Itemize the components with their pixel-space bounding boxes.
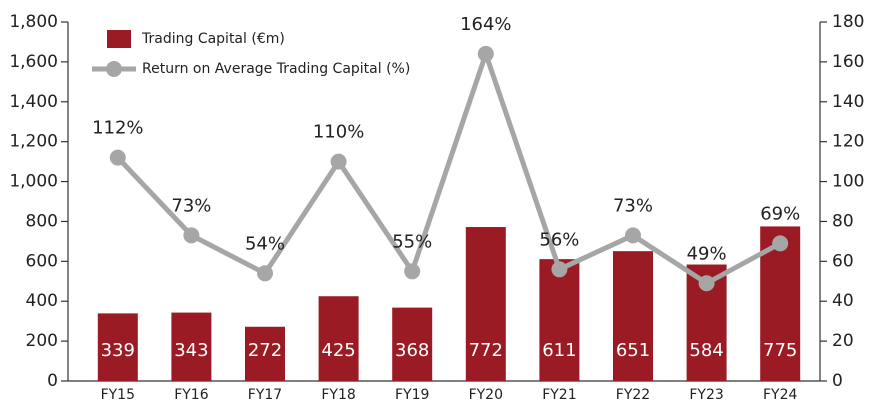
line-marker [330, 153, 347, 170]
line-marker [183, 227, 200, 244]
legend-label: Trading Capital (€m) [141, 31, 285, 47]
bar-label: 339 [101, 340, 135, 361]
y-tick-label: 400 [26, 291, 58, 311]
y2-tick-label: 80 [832, 211, 854, 231]
line-label: 54% [245, 233, 285, 254]
y-tick-label: 1,400 [9, 92, 58, 112]
bar-label: 611 [542, 340, 576, 361]
legend-label: Return on Average Trading Capital (%) [142, 61, 410, 77]
y2-tick-label: 180 [832, 12, 864, 32]
bar-label: 425 [321, 340, 355, 361]
x-tick-label: FY23 [689, 387, 723, 403]
x-tick-label: FY21 [542, 387, 576, 403]
bar-label: 775 [763, 340, 797, 361]
bar-label: 272 [248, 340, 282, 361]
line-marker [404, 263, 421, 280]
line-marker [551, 261, 568, 278]
line [115, 46, 782, 287]
line-marker [109, 149, 126, 166]
x-tick-label: FY18 [321, 387, 355, 403]
y-tick-label: 800 [26, 211, 58, 231]
bar-label: 651 [616, 340, 650, 361]
y-tick-label: 1,800 [9, 12, 58, 32]
legend-swatch [106, 61, 122, 77]
bar [465, 227, 506, 381]
line-label: 73% [613, 195, 653, 216]
line-marker [772, 235, 789, 252]
y2-tick-label: 120 [832, 132, 864, 152]
bar-label: 584 [689, 340, 723, 361]
legend-swatch [107, 30, 131, 48]
bar [613, 251, 653, 381]
y2-tick-label: 140 [832, 92, 864, 112]
bar [318, 296, 359, 381]
line-label: 49% [687, 243, 727, 264]
bar-label: 368 [395, 340, 429, 361]
y-tick-label: 1,600 [9, 52, 58, 72]
y2-tick-label: 160 [832, 52, 864, 72]
bar [97, 313, 138, 381]
bar [392, 307, 433, 381]
line-marker [477, 45, 494, 62]
x-tick-label: FY15 [101, 387, 135, 403]
bar [539, 259, 580, 381]
y2-tick-label: 40 [832, 291, 854, 311]
y-tick-label: 200 [26, 331, 58, 351]
line-marker [257, 265, 273, 282]
line-marker [698, 275, 715, 292]
x-tick-label: FY19 [395, 387, 429, 403]
bar-label: 772 [469, 340, 503, 361]
line-label: 56% [539, 229, 579, 250]
y2-tick-label: 100 [832, 172, 864, 192]
x-tick-label: FY17 [248, 387, 282, 403]
x-tick-label: FY22 [616, 387, 650, 403]
line-marker [625, 227, 641, 244]
y2-tick-label: 60 [832, 251, 854, 271]
x-tick-label: FY16 [174, 387, 209, 403]
x-tick-label: FY20 [469, 387, 503, 403]
y2-tick-label: 20 [832, 331, 854, 351]
line-label: 164% [460, 14, 511, 35]
y-tick-label: 1,000 [9, 172, 58, 192]
y2-tick-label: 0 [832, 371, 843, 391]
line-label: 110% [313, 122, 364, 143]
y-tick-label: 1,200 [9, 132, 58, 152]
x-tick-label: FY24 [763, 387, 798, 403]
bar-label: 343 [174, 340, 208, 361]
line-label: 55% [392, 231, 432, 252]
y-tick-label: 600 [26, 251, 58, 271]
y-tick-label: 0 [47, 371, 58, 391]
line-label: 73% [171, 195, 211, 216]
bar [171, 312, 212, 381]
line-label: 112% [92, 118, 143, 139]
bar [245, 326, 285, 381]
line-label: 69% [760, 203, 800, 224]
